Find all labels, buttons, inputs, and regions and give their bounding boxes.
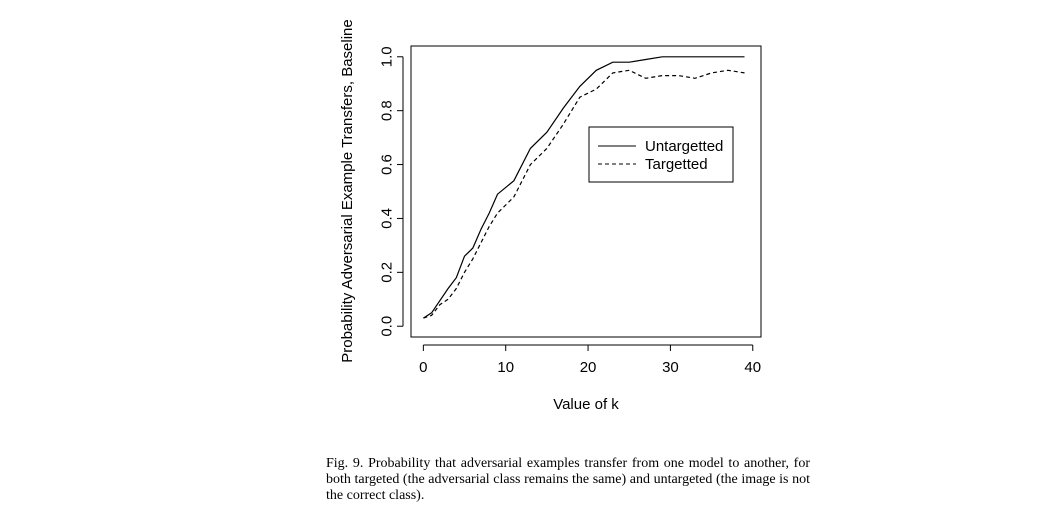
y-tick-label: 0.6 [379,154,396,175]
legend-label-untargetted: Untargetted [645,138,723,155]
x-tick-label: 20 [580,359,597,376]
plot-frame [410,45,762,338]
y-axis-label: Probability Adversarial Example Transfer… [339,19,356,363]
legend: Untargetted Targetted [588,126,734,183]
y-tick-label: 0.8 [379,100,396,121]
y-tick-label: 0.0 [379,316,396,337]
figure-caption: Fig. 9. Probability that adversarial exa… [326,456,810,503]
x-axis: 0 10 20 30 40 [419,344,761,376]
x-tick-label: 40 [744,359,761,376]
y-tick-label: 1.0 [379,46,396,67]
series-line-targetted [423,69,745,319]
series-line-untargetted [423,56,745,319]
series-layer [423,56,745,319]
y-tick-label: 0.4 [379,208,396,229]
y-tick-label: 0.2 [379,262,396,283]
x-tick-label: 0 [419,359,427,376]
x-axis-label: Value of k [553,396,619,413]
y-axis: 0.0 0.2 0.4 0.6 0.8 1.0 [379,46,404,337]
legend-box [588,126,734,183]
x-tick-label: 30 [662,359,679,376]
legend-label-targetted: Targetted [645,156,708,173]
x-tick-label: 10 [497,359,514,376]
